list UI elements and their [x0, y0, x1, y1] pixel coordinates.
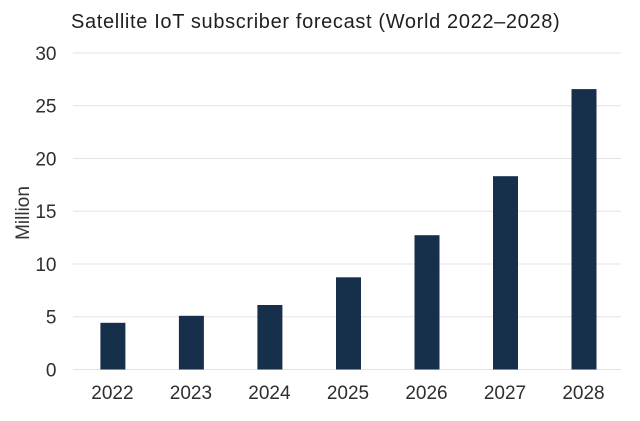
svg-text:15: 15 — [35, 202, 56, 223]
svg-text:10: 10 — [35, 255, 56, 276]
svg-text:2028: 2028 — [562, 383, 604, 404]
svg-text:2025: 2025 — [327, 383, 369, 404]
svg-text:5: 5 — [46, 308, 57, 329]
svg-text:2027: 2027 — [484, 383, 526, 404]
svg-text:30: 30 — [35, 44, 56, 65]
svg-text:2026: 2026 — [405, 383, 447, 404]
svg-text:2023: 2023 — [170, 383, 212, 404]
svg-text:Satellite IoT subscriber forec: Satellite IoT subscriber forecast (World… — [71, 11, 560, 33]
svg-text:20: 20 — [35, 149, 56, 170]
svg-text:25: 25 — [35, 97, 56, 118]
svg-text:2022: 2022 — [91, 383, 133, 404]
svg-text:0: 0 — [46, 360, 57, 381]
svg-text:Million: Million — [13, 186, 34, 240]
svg-text:2024: 2024 — [248, 383, 291, 404]
